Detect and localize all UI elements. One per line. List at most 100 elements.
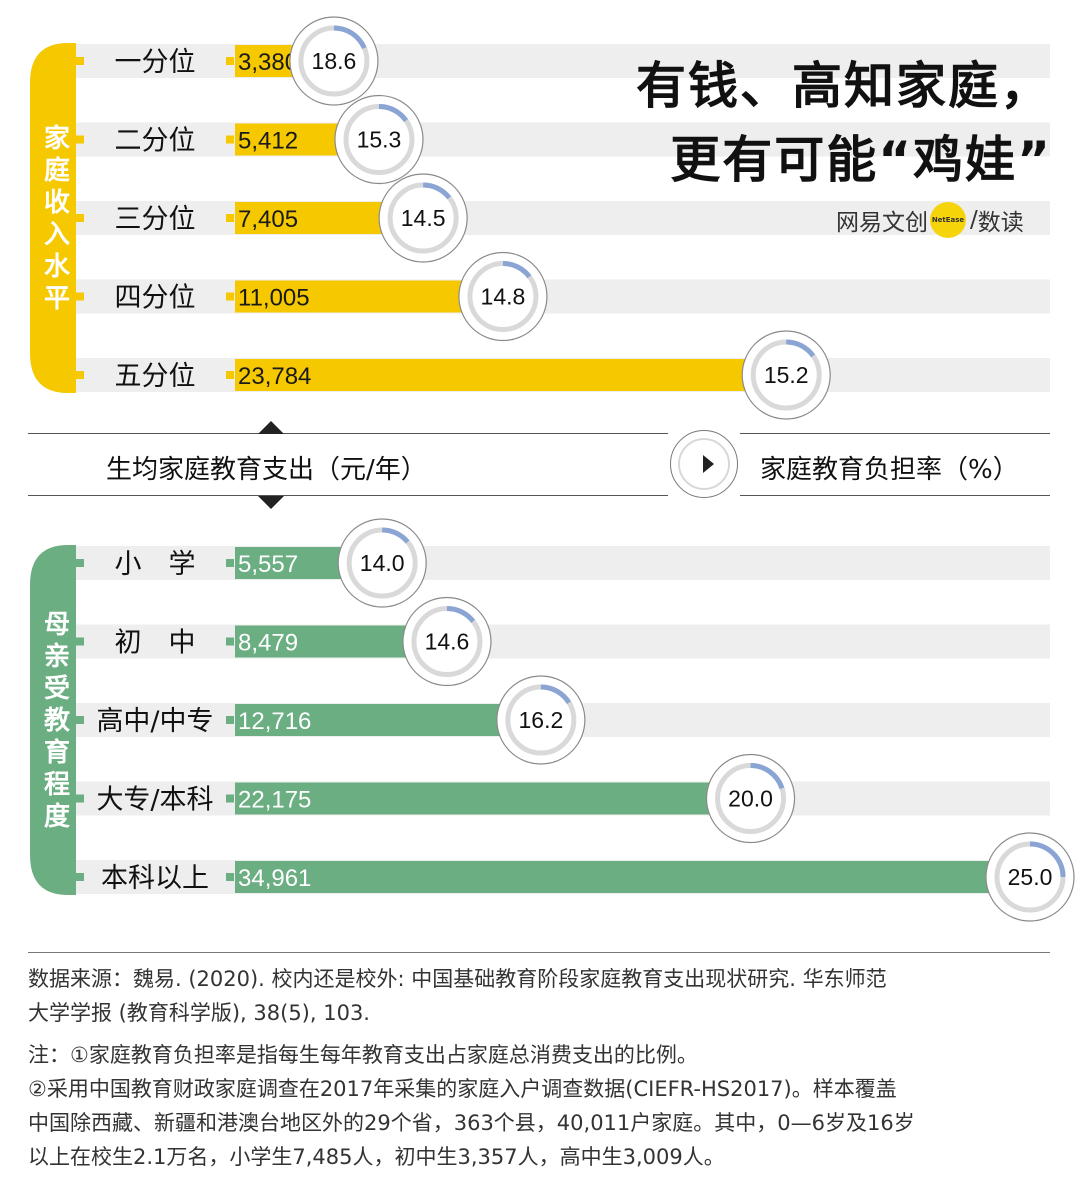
category-label: 高中/中专 — [96, 706, 213, 737]
category-label: 小 学 — [115, 549, 196, 580]
spending-value-label: 23,784 — [238, 363, 311, 390]
spending-value-label: 7,405 — [238, 206, 298, 233]
play-icon — [670, 430, 738, 498]
category-label: 一分位 — [115, 47, 196, 78]
group-label-char: 程 — [43, 770, 70, 800]
row-tick — [226, 794, 234, 803]
bar-track — [76, 279, 1050, 314]
triangle-up-icon — [258, 421, 284, 434]
spending-bar — [235, 280, 479, 313]
burden-value-label: 15.3 — [357, 127, 402, 153]
legend-line-top-left — [28, 433, 668, 434]
burden-value-label: 14.8 — [481, 284, 526, 310]
row-tick — [76, 292, 84, 301]
group-label-char: 教 — [43, 706, 70, 736]
row-tick — [76, 371, 84, 379]
brand-name: 网易文创 — [836, 210, 928, 236]
group-label-char: 庭 — [43, 156, 70, 186]
spending-value-label: 8,479 — [238, 630, 298, 657]
spending-bar — [235, 782, 727, 815]
group-label-char: 入 — [43, 220, 70, 250]
burden-arc — [1029, 841, 1066, 878]
legend-line-top-right — [740, 433, 1050, 434]
spending-bar — [235, 359, 763, 391]
burden-arc — [423, 182, 452, 200]
burden-arc — [540, 684, 572, 705]
group-label-char: 受 — [43, 674, 70, 704]
brand-product: 数读 — [977, 210, 1024, 236]
spending-bar — [235, 202, 400, 234]
burden-value-label: 14.0 — [360, 550, 405, 576]
spending-value-label: 5,557 — [238, 551, 298, 578]
row-tick — [76, 873, 84, 881]
row-tick — [76, 214, 84, 222]
group-label-char: 度 — [43, 802, 70, 832]
row-tick — [226, 637, 234, 646]
row-tick — [226, 57, 234, 65]
brand-badge: NetEase — [930, 202, 966, 238]
row-tick — [226, 214, 234, 222]
spending-value-label: 22,175 — [238, 787, 311, 814]
burden-value-label: 20.0 — [728, 786, 773, 812]
brand-slash: / — [970, 207, 978, 233]
income-bracket — [30, 43, 76, 393]
education-group-label: 母亲受教育程度 — [34, 548, 80, 894]
category-label: 五分位 — [115, 361, 196, 392]
source-line-1: 数据来源：魏易. (2020). 校内还是校外: 中国基础教育阶段家庭教育支出现… — [28, 967, 887, 991]
spending-bar — [235, 861, 1010, 893]
brand-logo: 网易文创 NetEase / 数读 — [836, 200, 1056, 240]
note-line-1: 注：①家庭教育负担率是指每生每年教育支出占家庭总消费支出的比例。 — [28, 1043, 698, 1067]
footer-divider — [28, 952, 1050, 953]
category-label: 三分位 — [115, 204, 196, 235]
note-line-2: ②采用中国教育财政家庭调查在2017年采集的家庭入户调查数据(CIEFR-HS2… — [28, 1077, 897, 1101]
row-tick — [226, 371, 234, 379]
category-label: 初 中 — [115, 628, 196, 659]
legend-spending: 生均家庭教育支出（元/年） — [106, 455, 427, 485]
row-tick — [226, 873, 234, 881]
spending-value-label: 11,005 — [238, 285, 310, 312]
category-label: 大专/本科 — [96, 785, 213, 816]
source-text: 数据来源：魏易. (2020). 校内还是校外: 中国基础教育阶段家庭教育支出现… — [28, 962, 1048, 1030]
category-label: 四分位 — [115, 283, 196, 314]
group-label-char: 平 — [43, 284, 70, 314]
spending-value-label: 12,716 — [238, 708, 311, 735]
legend-line-bottom-left — [28, 495, 668, 496]
burden-arc — [786, 339, 816, 358]
education-bracket — [30, 545, 76, 895]
row-tick — [226, 292, 234, 301]
row-tick — [226, 559, 234, 567]
burden-value-label: 15.2 — [764, 362, 809, 388]
legend-line-bottom-right — [740, 495, 1050, 496]
row-tick — [226, 135, 234, 144]
note-line-3: 中国除西藏、新疆和港澳台地区外的29个省，363个县，40,011户家庭。其中，… — [28, 1111, 915, 1135]
burden-arc — [502, 261, 532, 279]
burden-arc — [446, 606, 476, 624]
row-tick — [226, 716, 234, 724]
spending-value-label: 5,412 — [238, 128, 298, 155]
row-tick — [76, 135, 84, 144]
spending-bar — [235, 625, 423, 658]
group-label-char: 亲 — [43, 642, 70, 672]
burden-value-label: 18.6 — [312, 48, 357, 74]
row-tick — [76, 637, 84, 646]
burden-value-label: 16.2 — [518, 707, 563, 733]
bar-track — [76, 624, 1050, 659]
chart-canvas: 一分位 3,380 18.6 二分位 5,412 15.3 三分位 7,405 14.5 四分位 1… — [30, 16, 1075, 922]
legend-burden: 家庭教育负担率（%） — [760, 455, 1019, 485]
category-label: 本科以上 — [101, 863, 209, 894]
spending-value-label: 34,961 — [238, 865, 311, 892]
row-tick — [76, 559, 84, 567]
burden-arc — [333, 25, 367, 50]
burden-arc — [750, 763, 785, 790]
burden-value-label: 14.6 — [425, 629, 470, 655]
row-tick — [76, 716, 84, 724]
group-label-char: 母 — [43, 610, 70, 640]
burden-arc — [378, 104, 409, 123]
income-group-label: 家庭收入水平 — [34, 46, 80, 392]
group-label-char: 收 — [43, 188, 70, 218]
spending-value-label: 3,380 — [238, 49, 298, 76]
row-tick — [76, 794, 84, 803]
burden-value-label: 14.5 — [401, 205, 446, 231]
burden-value-label: 25.0 — [1008, 864, 1053, 890]
category-label: 二分位 — [115, 126, 196, 157]
